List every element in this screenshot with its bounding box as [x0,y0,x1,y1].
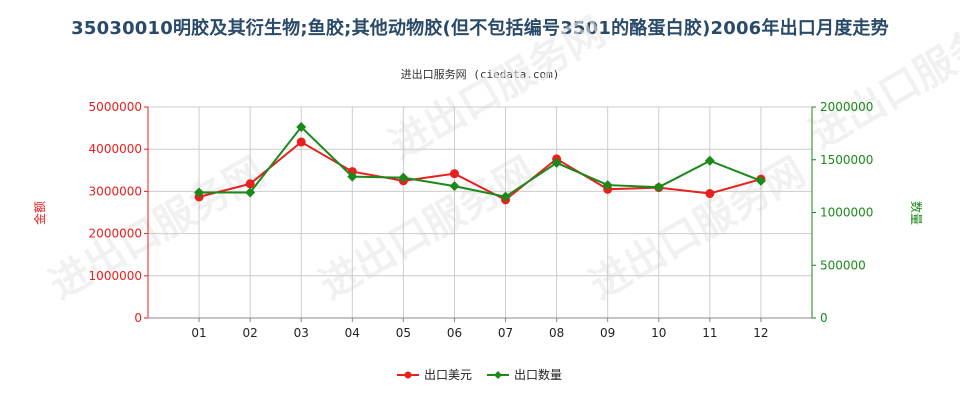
series-point [398,172,409,183]
x-tick-label: 06 [447,326,462,340]
chart-subtitle: 进出口服务网 (ciedata.com) [400,68,560,81]
series-layer [194,122,766,205]
x-tick-label: 05 [396,326,411,340]
chart-title: 35030010明胶及其衍生物;鱼胶;其他动物胶(但不包括编号3501的酪蛋白胶… [71,18,889,39]
left-tick-label: 5000000 [89,100,142,114]
watermark-text: 进出口服务网 [312,149,543,309]
watermark-text: 进出口服务网 [582,149,813,309]
x-tick-label: 11 [702,326,717,340]
grid-lines [148,106,813,318]
x-tick-label: 08 [549,326,564,340]
series-point [705,189,715,199]
x-tick-label: 10 [651,326,666,340]
series-point [245,179,255,189]
left-tick-label: 1000000 [89,269,142,283]
x-tick-label: 07 [498,326,513,340]
x-tick-label: 03 [294,326,309,340]
watermark-text: 进出口服务网 [42,149,273,309]
right-tick-label: 500000 [820,258,866,272]
left-tick-label: 2000000 [89,227,142,241]
series-point [653,182,664,193]
legend-marker [494,371,502,379]
series-point [449,169,459,179]
x-tick-label: 01 [191,326,206,340]
right-tick-label: 0 [820,311,828,325]
x-tick-label: 04 [345,326,360,340]
right-tick-label: 1000000 [820,206,873,220]
x-tick-label: 09 [600,326,615,340]
series-point [296,122,307,133]
left-tick-label: 0 [134,311,142,325]
right-tick-label: 2000000 [820,100,873,114]
watermark-text: 进出口服务网 [802,0,960,159]
legend-label: 出口数量 [514,367,562,382]
series-point [704,155,715,166]
left-tick-label: 4000000 [89,142,142,156]
x-tick-label: 02 [243,326,258,340]
x-tick-label: 12 [753,326,768,340]
right-tick-label: 1500000 [820,153,873,167]
legend: 出口美元 出口数量 [397,367,562,382]
legend-label: 出口美元 [424,368,472,382]
right-axis-title: 数量 [909,201,924,225]
series-line [198,140,762,202]
series-point [755,175,766,186]
series-point [449,181,460,192]
series-point [194,187,205,198]
series-point [602,180,613,191]
left-tick-label: 3000000 [89,184,142,198]
left-axis-title: 金额 [32,201,47,225]
series-point [500,191,511,202]
watermark-text: 进出口服务网 [382,9,613,169]
series-point [245,187,256,198]
series-point [347,171,358,182]
series-line [199,125,762,198]
series-point [296,137,306,147]
legend-marker [404,371,412,379]
axes: 0100000020000003000000400000050000000500… [32,100,924,340]
series-point [551,157,562,168]
